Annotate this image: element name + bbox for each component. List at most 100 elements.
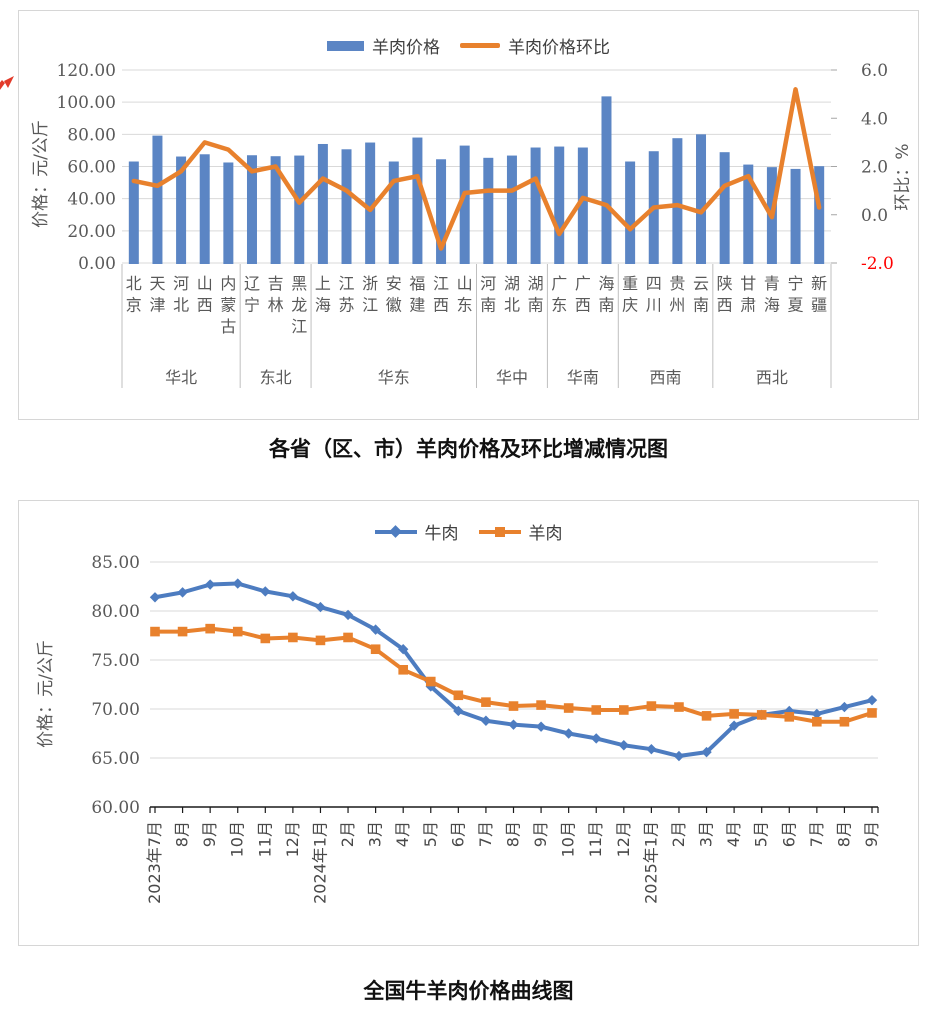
x-label-8月: 8月 <box>834 821 853 847</box>
left-tick-80.00: 80.00 <box>67 125 116 145</box>
province-label-天津: 天 <box>149 274 165 293</box>
marker-square-羊肉-3月 <box>701 711 712 721</box>
marker-square-羊肉-8月 <box>839 716 850 727</box>
red-arrow-shape <box>0 76 14 90</box>
province-label-福建: 福 <box>409 274 425 293</box>
province-label-青海: 海 <box>764 296 780 315</box>
marker-diamond-牛肉-7月 <box>480 715 492 726</box>
region-label-华南: 华南 <box>567 368 599 387</box>
series-line-牛肉 <box>153 581 874 759</box>
province-label-内蒙古: 古 <box>220 317 236 336</box>
bar-安徽 <box>388 161 399 264</box>
right-tick-0.0: 0.0 <box>861 206 888 226</box>
marker-square-羊肉-9月 <box>867 708 877 718</box>
bar-辽宁 <box>246 155 257 264</box>
province-label-江西: 江 <box>433 274 449 293</box>
y-tick-60.00: 60.00 <box>91 798 140 818</box>
chart1-caption: 各省（区、市）羊肉价格及环比增减情况图 <box>269 437 668 461</box>
chart2-legend: 牛肉 羊肉 <box>19 519 918 544</box>
x-label-4月: 4月 <box>724 821 743 847</box>
province-label-上海: 海 <box>315 296 331 315</box>
marker-square-羊肉-11月 <box>591 705 602 715</box>
province-label-陕西: 陕 <box>717 274 733 293</box>
bar-宁夏 <box>790 168 801 264</box>
bar-江西 <box>436 159 447 264</box>
marker-diamond-牛肉-12月 <box>618 740 630 751</box>
province-label-黑龙江: 江 <box>291 317 307 336</box>
province-label-广东: 广 <box>551 274 567 293</box>
chart1-legend: 羊肉价格 羊肉价格环比 <box>19 33 918 58</box>
marker-square-羊肉-5月 <box>756 710 767 720</box>
bar-福建 <box>412 137 423 264</box>
bar-广西 <box>577 147 588 264</box>
chart1-frame: 羊肉价格 羊肉价格环比 价格：元/公斤 环比：% 0.00 20.00 40.00 6… <box>18 10 919 420</box>
chart2-frame: 牛肉 羊肉 价格：元/公斤 60.00 65.00 70.00 75.00 80.00 8… <box>18 500 919 946</box>
legend-item-mutton: 羊肉 <box>478 519 563 544</box>
marker-diamond-牛肉-8月 <box>839 701 850 713</box>
bar-swatch <box>327 40 364 51</box>
province-label-安徽: 安 <box>386 274 402 293</box>
mom-line <box>131 87 822 251</box>
bar-湖南 <box>530 147 541 264</box>
province-label-重庆: 庆 <box>622 296 638 315</box>
province-label-天津: 津 <box>149 296 165 315</box>
marker-square-羊肉-6月 <box>784 712 795 722</box>
marker-diamond-牛肉-12月 <box>287 591 299 602</box>
x-label-3月: 3月 <box>366 821 385 847</box>
y-tick-80.00: 80.00 <box>91 602 140 622</box>
marker-square-羊肉-2025年1月 <box>646 701 657 711</box>
marker-square-羊肉-7月 <box>481 697 491 707</box>
marker-diamond-牛肉-11月 <box>591 733 602 744</box>
marker-square-羊肉-2023年7月 <box>150 626 160 637</box>
legend-label-beef: 牛肉 <box>424 524 459 544</box>
chart1-right-axis-title: 环比：% <box>893 143 913 211</box>
province-label-山东: 东 <box>457 296 473 315</box>
y-tick-70.00: 70.00 <box>91 700 140 720</box>
province-label-黑龙江: 龙 <box>291 296 307 315</box>
x-label-8月: 8月 <box>173 821 192 847</box>
legend-label-mutton-mom: 羊肉价格环比 <box>508 38 610 58</box>
marker-square-羊肉-4月 <box>398 665 408 675</box>
bar-河南 <box>483 157 494 264</box>
marker-diamond-牛肉-10月 <box>232 578 243 589</box>
bar-海南 <box>601 96 612 264</box>
marker-square-羊肉-8月 <box>177 626 188 637</box>
x-label-12月: 12月 <box>283 821 302 857</box>
x-label-5月: 5月 <box>752 821 771 847</box>
bar-北京 <box>128 161 139 264</box>
right-tick--2.0: -2.0 <box>861 254 894 274</box>
marker-square-羊肉-11月 <box>260 633 271 644</box>
beef-line-diamond-swatch <box>374 524 417 538</box>
province-label-甘肃: 肃 <box>740 296 756 315</box>
bar-天津 <box>152 135 163 264</box>
x-label-4月: 4月 <box>393 821 412 847</box>
marker-diamond-牛肉-8月 <box>177 587 188 598</box>
mutton-line-square-swatch <box>478 526 521 538</box>
marker-diamond-牛肉-2025年1月 <box>646 743 657 755</box>
x-label-6月: 6月 <box>448 821 467 847</box>
legend-label-mutton-price: 羊肉价格 <box>372 38 440 58</box>
x-label-10月: 10月 <box>559 821 578 857</box>
province-label-北京: 京 <box>126 296 142 315</box>
province-label-辽宁: 宁 <box>244 296 260 315</box>
province-label-吉林: 吉 <box>268 274 284 293</box>
x-label-11月: 11月 <box>586 821 605 857</box>
right-tick-2.0: 2.0 <box>861 158 888 178</box>
bar-甘肃 <box>743 164 754 264</box>
province-label-重庆: 重 <box>622 274 638 293</box>
province-label-山西: 西 <box>197 296 213 315</box>
x-label-9月: 9月 <box>862 821 881 847</box>
province-label-山西: 山 <box>197 274 213 293</box>
x-label-2月: 2月 <box>338 821 357 847</box>
x-label-7月: 7月 <box>476 821 495 847</box>
left-tick-120.00: 120.00 <box>57 61 116 81</box>
bar-浙江 <box>365 142 376 264</box>
chart1-plot: 0.00 20.00 40.00 60.00 80.00 100.00 120.00 -2.0… <box>57 61 894 388</box>
line-swatch <box>460 43 500 48</box>
marker-square-羊肉-2024年1月 <box>315 635 326 646</box>
marker-square-羊肉-3月 <box>370 644 381 655</box>
province-label-河南: 河 <box>480 274 496 293</box>
x-label-8月: 8月 <box>504 821 523 847</box>
province-label-新疆: 疆 <box>811 296 827 315</box>
marker-square-羊肉-4月 <box>729 709 739 719</box>
